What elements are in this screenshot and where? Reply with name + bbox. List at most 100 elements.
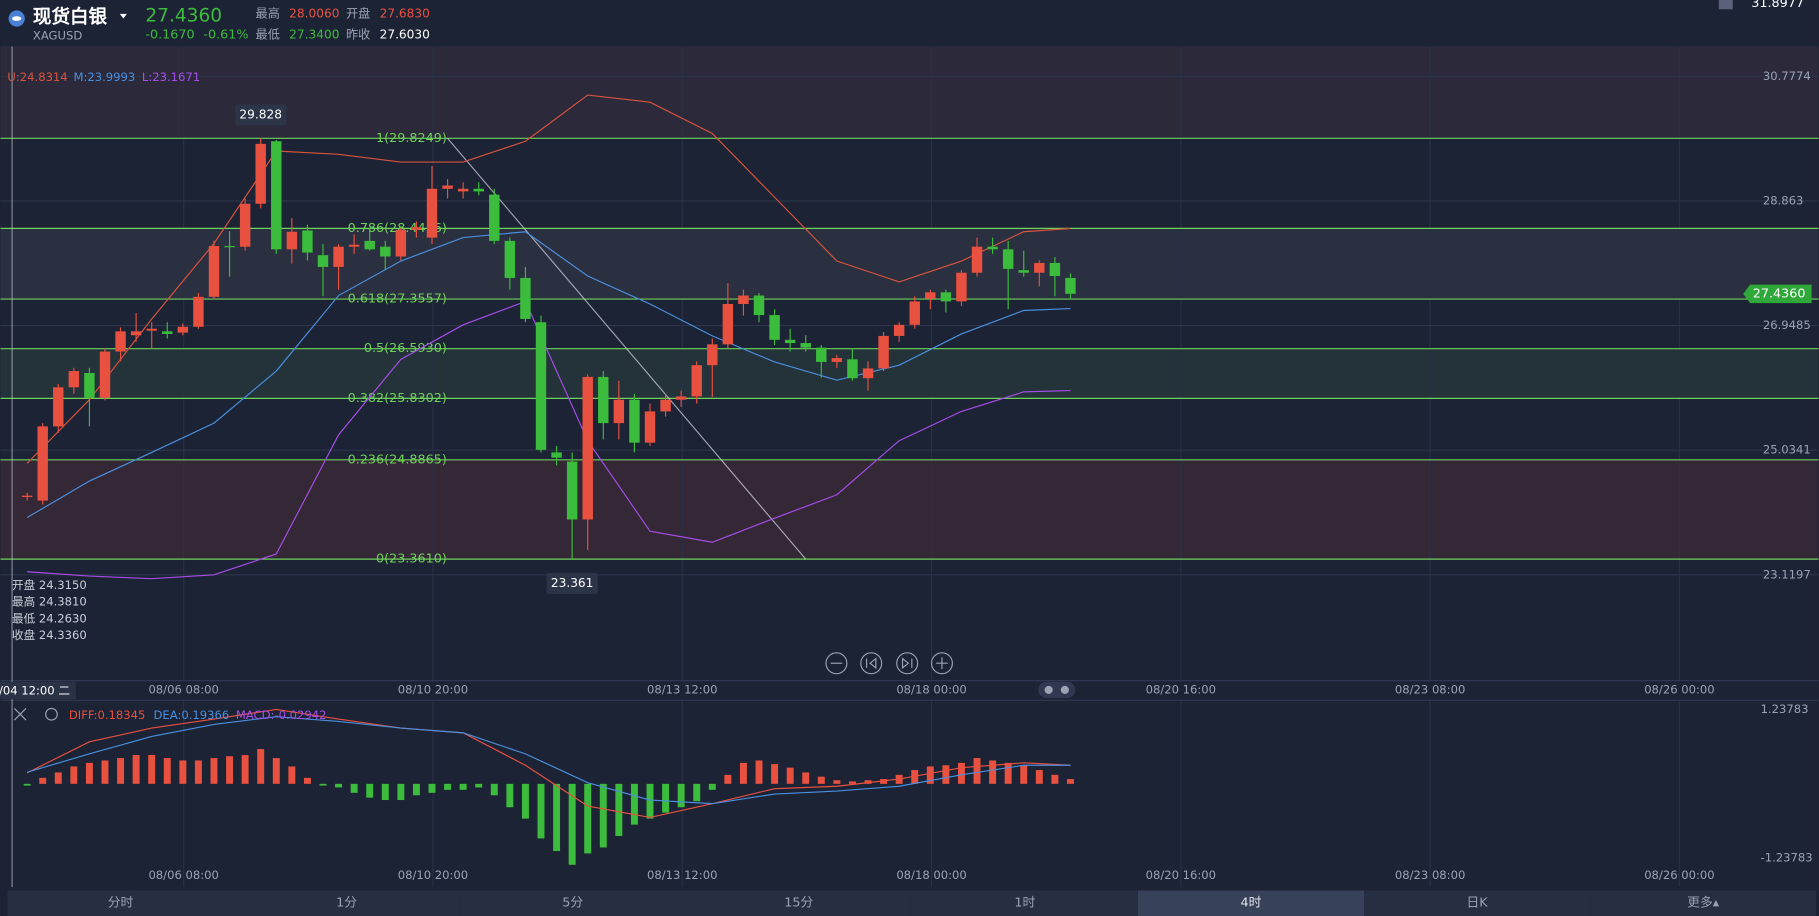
stat-value: 27.6830 (380, 6, 430, 20)
candle-body (847, 359, 858, 379)
tab[interactable] (459, 890, 686, 916)
jump-end[interactable] (896, 652, 919, 675)
candle-body (84, 373, 95, 398)
tab[interactable] (911, 890, 1138, 916)
zones (0, 46, 1819, 560)
candle-body (457, 188, 469, 192)
macd-bar (646, 783, 654, 819)
candle-body (37, 426, 48, 501)
tab[interactable] (1364, 890, 1591, 916)
macd-bar (350, 783, 358, 793)
dropdown-arrow[interactable] (119, 13, 127, 19)
x-tick-label: 08/13 12:00 (647, 868, 717, 882)
tab-label[interactable]: 5分 (562, 896, 583, 911)
candle-body (878, 335, 889, 369)
x-tick-label: 08/18 00:00 (896, 682, 966, 696)
settings-icon[interactable] (45, 707, 58, 721)
candle-body (862, 368, 874, 379)
macd-bar (210, 758, 218, 784)
candle-body (473, 188, 484, 192)
y-tick-label: 26.9485 (1763, 318, 1811, 332)
tab[interactable] (685, 890, 912, 916)
x-tick-label: 08/18 00:00 (896, 868, 966, 882)
macd-bar (335, 783, 343, 788)
candle-body (956, 272, 967, 302)
stat-value: 27.3400 (289, 27, 339, 41)
macd-bar (506, 783, 514, 808)
zoom-out[interactable] (825, 652, 848, 675)
macd-bar (521, 783, 529, 819)
candle-body (21, 495, 33, 498)
tab[interactable] (7, 890, 234, 916)
macd-bar (85, 762, 93, 784)
tab-bar: 分时 1分 5分 15分 1时 4时 日K 更多▴ (7, 890, 1817, 916)
candle-body (691, 365, 702, 397)
jump-start[interactable] (860, 652, 883, 675)
tab[interactable] (1137, 890, 1365, 916)
y-tick-label: -1.23783 (1761, 851, 1813, 865)
macd-bar (989, 760, 997, 784)
annotation-box (546, 573, 598, 594)
candle-body (317, 255, 329, 267)
candle-body (769, 315, 780, 340)
tab-label[interactable]: 更多▴ (1687, 896, 1719, 911)
tab[interactable] (233, 890, 460, 916)
fib-label: 0.618(27.3557) (348, 292, 447, 307)
tab[interactable] (1590, 890, 1817, 916)
tab-label[interactable]: 1时 (1014, 896, 1035, 911)
last-price-label: 27.4360 (1753, 286, 1806, 301)
macd-bar (428, 783, 436, 793)
candle-body (816, 347, 827, 362)
macd-bar (1066, 779, 1074, 784)
macd-bar (475, 783, 483, 788)
candle-body (566, 461, 578, 520)
annotation: 29.828 (239, 107, 282, 121)
macd-bar (630, 783, 638, 825)
candle-body (800, 343, 811, 348)
candle-body (613, 399, 625, 424)
macd-bar (444, 783, 452, 790)
candle-body (99, 351, 111, 398)
x-tick-label: 08/13 12:00 (647, 682, 717, 696)
zoom-in[interactable] (930, 652, 953, 675)
fib-label: 0.786(28.4416) (348, 221, 447, 236)
y-tick-label: 23.1197 (1763, 567, 1811, 581)
candle-body (239, 203, 251, 247)
macd-bar (303, 777, 311, 784)
instrument-name[interactable]: 现货白银 (33, 6, 108, 28)
candle-body (286, 231, 298, 250)
hover-high: 最高 24.3810 (12, 594, 87, 608)
macd-bar (101, 760, 109, 784)
candle-body (738, 295, 749, 304)
candle-body (675, 396, 687, 400)
change-pct: -0.61% (203, 27, 248, 42)
tab-label[interactable]: 4时 (1241, 896, 1262, 911)
tab-label[interactable]: 15分 (784, 896, 813, 911)
candle-body (177, 326, 189, 333)
candle-body (146, 328, 157, 331)
macd-bar (272, 758, 280, 784)
macd-bar (848, 781, 856, 784)
scroll-handle[interactable] (1038, 681, 1076, 699)
x-tick-label: 08/10 20:00 (398, 682, 468, 696)
tab-label[interactable]: 分时 (108, 896, 134, 911)
candle-body (925, 292, 936, 299)
candle-body (162, 331, 173, 334)
bell-icon[interactable] (1718, 0, 1733, 10)
macd-bar (942, 765, 950, 784)
macd-chart (23, 708, 1074, 865)
macd-bar (39, 777, 47, 784)
stat-label: 昨收 (346, 27, 370, 41)
candle-body (364, 240, 375, 250)
legend-entry: M:23.9993 (74, 70, 136, 84)
crosshair-time: 08/04 12:00 二 (0, 684, 70, 698)
macd-bar (615, 783, 623, 837)
y-tick-label: 28.863 (1763, 193, 1804, 207)
fib-label: 0.5(26.5930) (364, 341, 447, 356)
close-icon[interactable] (13, 708, 27, 721)
tab-label[interactable]: 1分 (336, 896, 357, 911)
candle-body (348, 244, 360, 247)
candle-body (987, 246, 998, 250)
candle-body (426, 188, 438, 238)
tab-label[interactable]: 日K (1467, 896, 1489, 911)
